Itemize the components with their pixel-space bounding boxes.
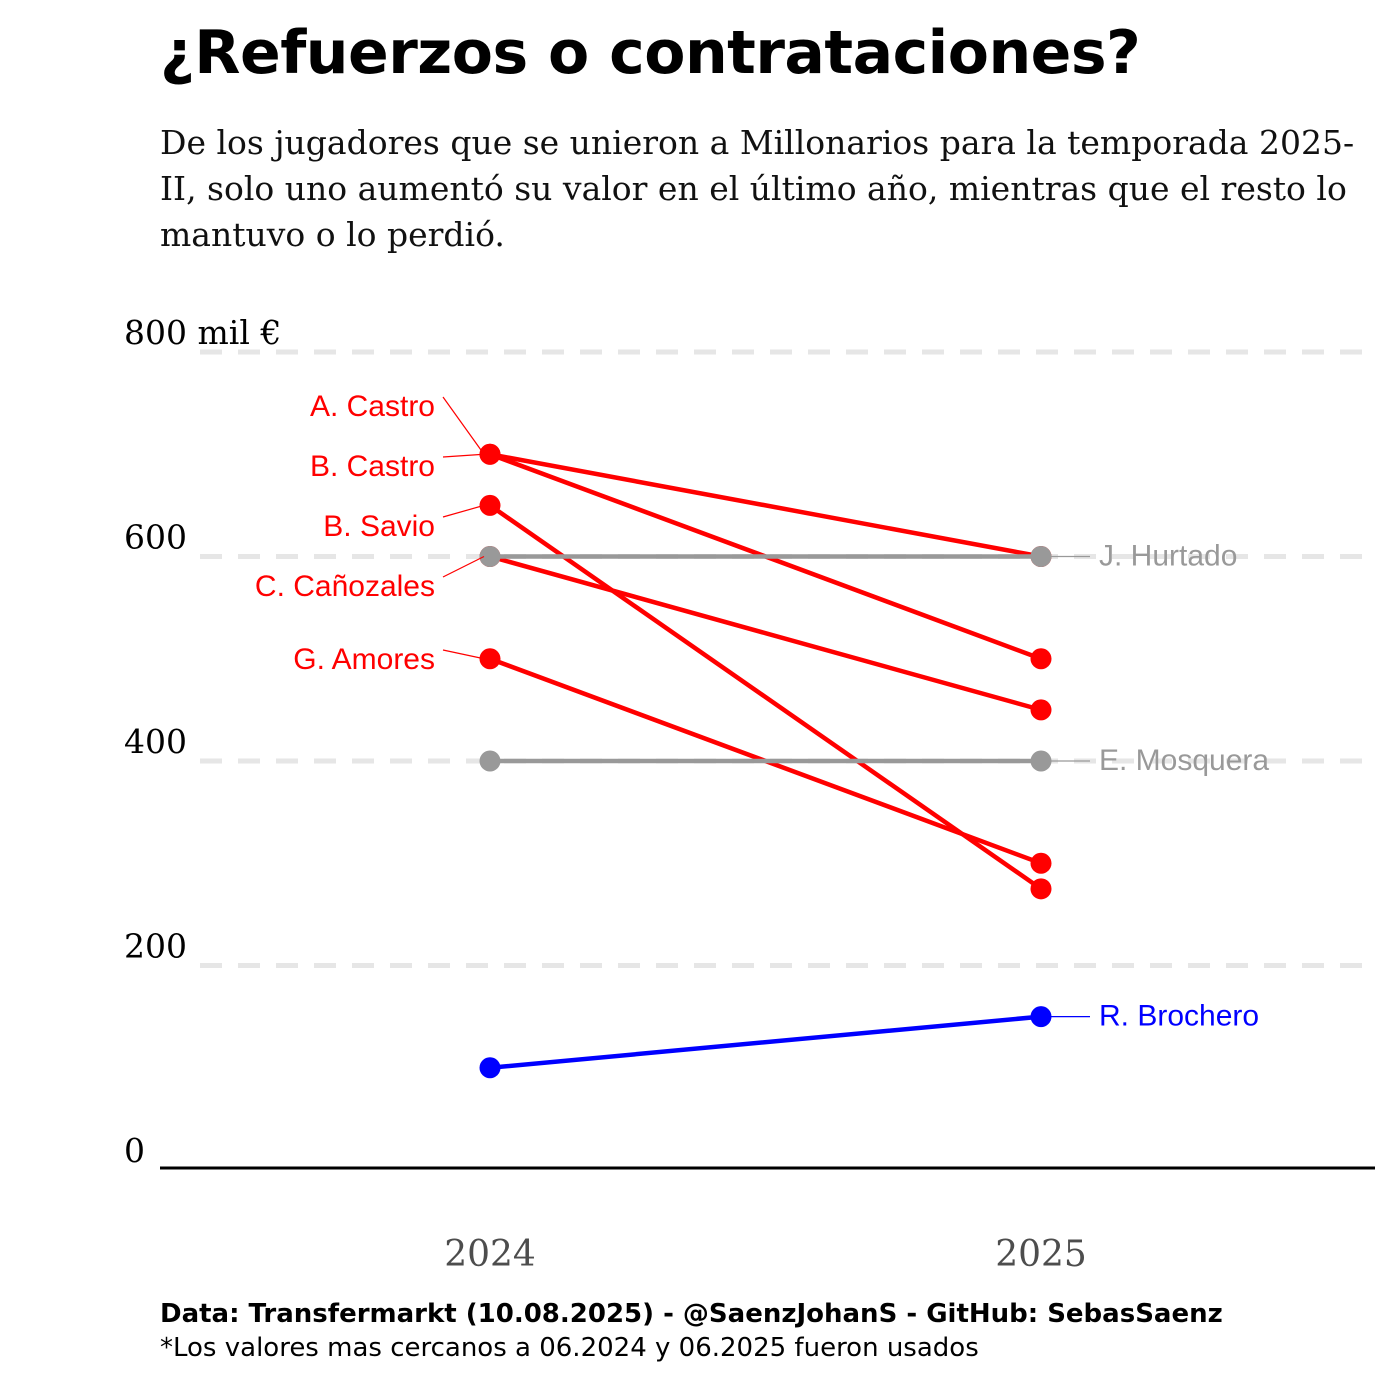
series-labels: A. Castro B. Castro B. Savio C. Cañozales G.… xyxy=(255,390,1269,1033)
point-r-brochero-2024 xyxy=(479,1057,501,1079)
series-line-c-canozales xyxy=(487,554,1044,713)
series-line-r-brochero xyxy=(487,1014,1044,1070)
x-tick-label-2025: 2025 xyxy=(995,1234,1087,1275)
label-a-castro: A. Castro xyxy=(310,390,435,423)
series-b-savio xyxy=(479,494,1052,900)
point-e-mosquera-2024 xyxy=(479,750,501,772)
x-axis-ticks: 2024 2025 xyxy=(444,1234,1087,1275)
point-b-castro-2025 xyxy=(1030,648,1052,670)
chart-title: ¿Refuerzos o contrataciones? xyxy=(160,18,1141,88)
y-tick-label-0: 0 xyxy=(124,1131,145,1170)
point-g-amores-2025 xyxy=(1030,852,1052,874)
series-j-hurtado xyxy=(479,546,1052,567)
label-leader-b-savio xyxy=(442,504,485,518)
series-e-mosquera xyxy=(479,750,1052,772)
y-tick-label-400: 400 xyxy=(124,722,187,761)
chart-footer: Data: Transfermarkt (10.08.2025) - @Saen… xyxy=(160,1297,1223,1365)
series-a-castro xyxy=(479,443,1052,567)
chart-subtitle: De los jugadores que se unieron a Millon… xyxy=(160,123,1355,254)
label-j-hurtado: J. Hurtado xyxy=(1099,539,1237,572)
point-j-hurtado-2024 xyxy=(479,546,501,567)
point-b-savio-2025 xyxy=(1030,878,1052,900)
label-c-canozales: C. Cañozales xyxy=(255,570,435,603)
point-c-canozales-2025 xyxy=(1030,699,1052,721)
point-g-amores-2024 xyxy=(479,648,501,670)
point-e-mosquera-2025 xyxy=(1030,750,1052,772)
point-j-hurtado-2025 xyxy=(1030,546,1052,567)
x-tick-label-2024: 2024 xyxy=(444,1234,536,1275)
label-g-amores: G. Amores xyxy=(293,643,435,676)
y-axis-ticks: 0 200 400 600 800 mil € xyxy=(124,313,281,1170)
label-b-castro: B. Castro xyxy=(310,450,435,483)
label-r-brochero: R. Brochero xyxy=(1099,1000,1259,1033)
label-leader-b-castro xyxy=(442,453,485,458)
y-tick-label-200: 200 xyxy=(124,927,187,966)
method-note: *Los valores mas cercanos a 06.2024 y 06… xyxy=(160,1333,979,1363)
y-tick-label-600: 600 xyxy=(124,518,187,557)
label-b-savio: B. Savio xyxy=(323,510,435,543)
label-e-mosquera: E. Mosquera xyxy=(1099,744,1269,777)
label-leader-c-canozales xyxy=(442,555,485,578)
series-line-a-castro xyxy=(487,452,1044,559)
point-b-castro-2024 xyxy=(479,443,501,465)
series-lines xyxy=(479,443,1052,1079)
label-leader-a-castro xyxy=(442,396,485,455)
source-caption: Data: Transfermarkt (10.08.2025) - @Saen… xyxy=(160,1299,1223,1329)
point-b-savio-2024 xyxy=(479,494,501,516)
point-r-brochero-2025 xyxy=(1030,1006,1052,1028)
label-leader-g-amores xyxy=(442,649,485,660)
y-tick-label-800: 800 mil € xyxy=(124,313,281,352)
series-r-brochero xyxy=(479,1006,1052,1079)
series-line-b-savio xyxy=(487,503,1044,892)
